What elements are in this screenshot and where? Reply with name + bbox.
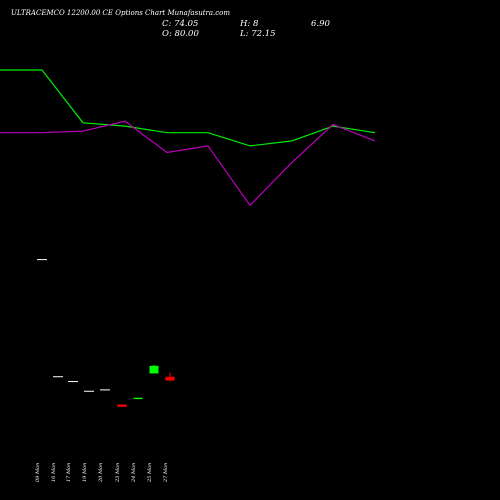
x-axis-ticks: 09 Mon 16 Mon 17 Mon 19 Mon 20 Mon 23 Mon 24 M… [35,463,169,483]
candle [37,259,47,261]
x-tick-label: 19 Mon [82,463,88,482]
extra-value-label: 6.90 [311,19,330,29]
line-series-1 [0,69,376,147]
candle [133,397,143,400]
overlay-lines [0,69,376,207]
x-tick-label: 23 Mon [115,463,121,483]
candle [100,389,110,391]
candle [68,381,78,383]
open-price-label: O: 80.00 [162,29,199,39]
chart-title: ULTRACEMCO 12200.00 CE Options Chart Mun… [11,9,231,17]
x-tick-label: 09 Mon [35,463,41,482]
x-tick-label: 24 Mon [131,463,137,483]
candle [117,404,127,408]
x-tick-label: 20 Mon [98,463,104,483]
candle [149,365,159,374]
candle [84,390,94,392]
line-series-2 [0,120,376,207]
candles [37,259,175,408]
candle [53,376,63,378]
x-tick-label: 27 Mon [163,463,169,483]
high-price-label: H: 8 [240,19,259,29]
close-price-label: C: 74.05 [162,19,199,29]
x-tick-label: 17 Mon [66,463,72,482]
x-tick-label: 16 Mon [51,463,57,482]
x-tick-label: 25 Mon [147,463,153,483]
low-price-label: L: 72.15 [240,29,276,39]
candle [165,376,175,381]
